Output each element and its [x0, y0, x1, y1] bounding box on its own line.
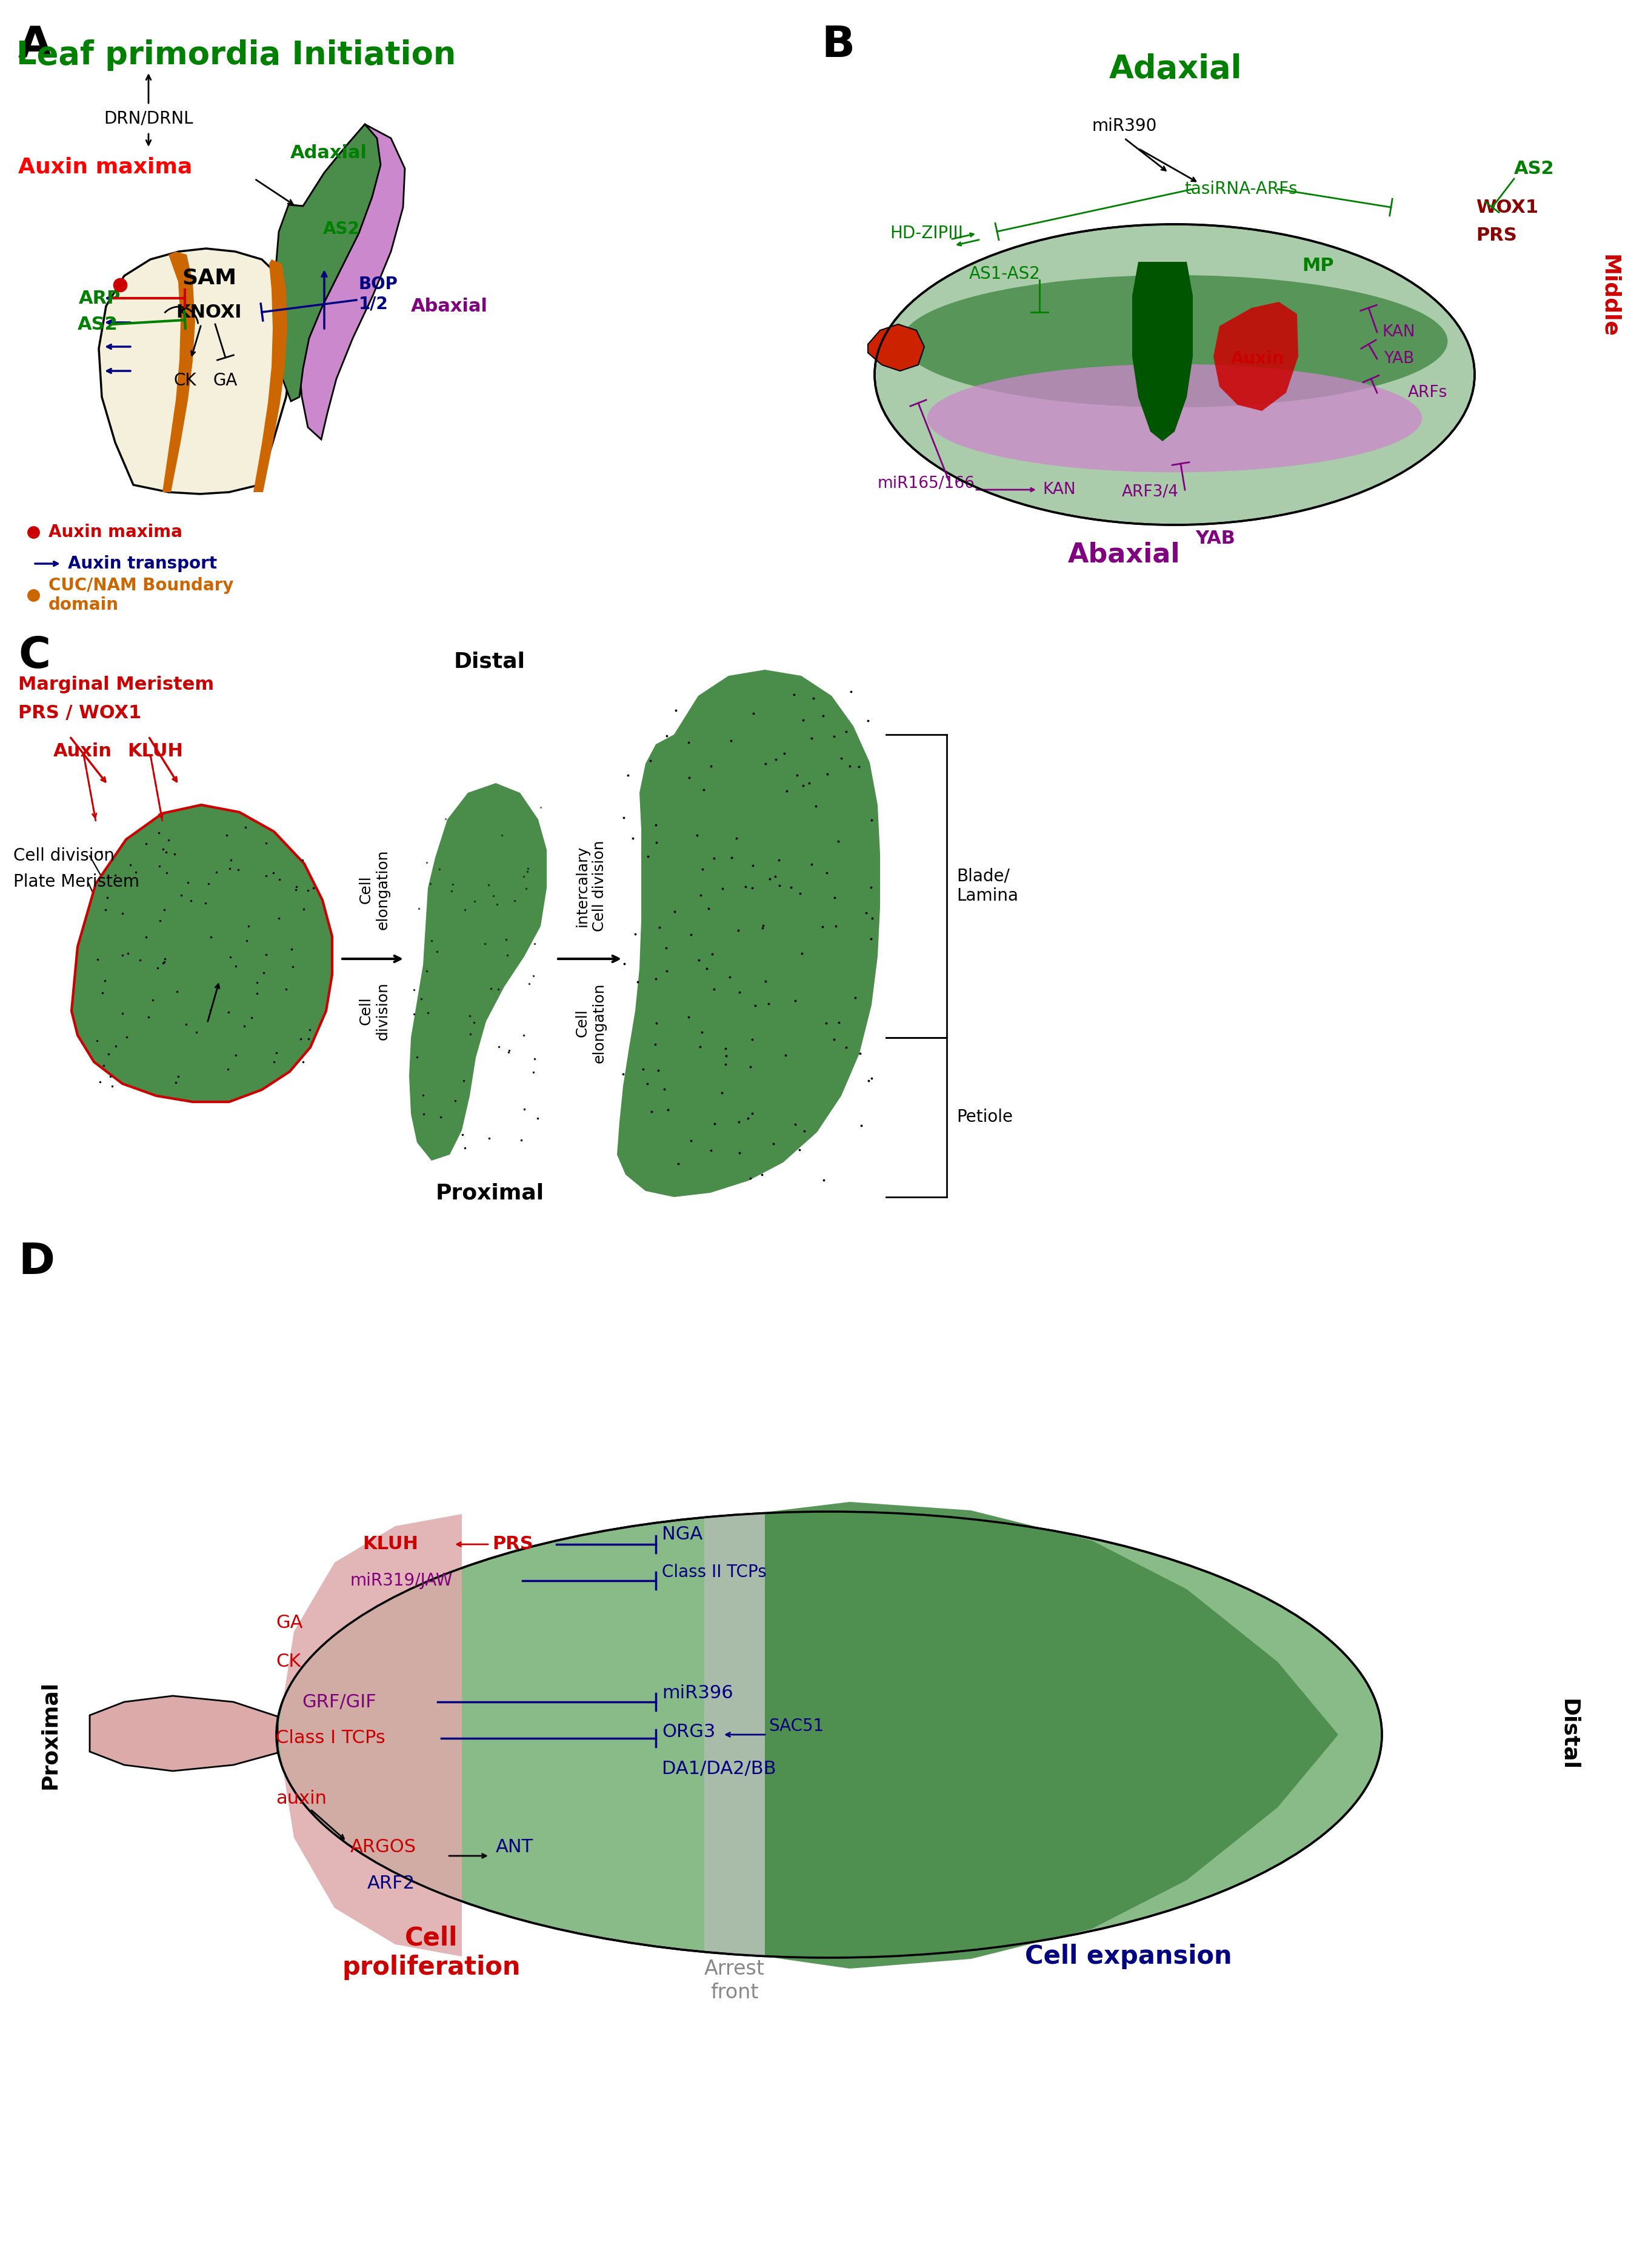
- Text: miR319/JAW: miR319/JAW: [351, 1572, 453, 1590]
- Text: Class II TCPs: Class II TCPs: [662, 1563, 767, 1581]
- Polygon shape: [617, 669, 881, 1198]
- Text: ORG3: ORG3: [662, 1724, 716, 1742]
- Text: CK: CK: [173, 372, 196, 390]
- Text: KAN: KAN: [1383, 324, 1416, 340]
- Text: Auxin maxima: Auxin maxima: [18, 156, 192, 177]
- Text: Auxin maxima: Auxin maxima: [49, 524, 183, 540]
- Polygon shape: [409, 782, 546, 1161]
- Text: CK: CK: [276, 1653, 300, 1672]
- Text: A: A: [18, 25, 52, 66]
- Text: PRS: PRS: [493, 1535, 533, 1554]
- Polygon shape: [277, 1515, 462, 1957]
- Text: SAM: SAM: [181, 268, 236, 288]
- Text: Cell
elongation: Cell elongation: [576, 982, 607, 1064]
- Text: B: B: [822, 25, 855, 66]
- Polygon shape: [90, 1696, 277, 1771]
- Text: NGA: NGA: [662, 1526, 703, 1545]
- Text: GRF/GIF: GRF/GIF: [302, 1694, 377, 1710]
- Text: KAN: KAN: [1042, 481, 1076, 497]
- Text: KNOXI: KNOXI: [176, 304, 241, 322]
- Text: miR396: miR396: [662, 1685, 734, 1703]
- Polygon shape: [99, 249, 292, 494]
- Text: Adaxial: Adaxial: [290, 143, 367, 161]
- Text: miR165/166: miR165/166: [877, 476, 975, 492]
- Text: YAB: YAB: [1196, 528, 1235, 547]
- Polygon shape: [705, 1513, 765, 1957]
- Polygon shape: [284, 125, 404, 440]
- Text: AS2: AS2: [78, 315, 117, 333]
- Text: ARF2: ARF2: [367, 1876, 414, 1892]
- Text: D: D: [18, 1241, 54, 1284]
- Text: CUC/NAM Boundary
domain: CUC/NAM Boundary domain: [49, 576, 233, 612]
- Text: AS2: AS2: [1514, 159, 1554, 177]
- Text: DRN/DRNL: DRN/DRNL: [104, 109, 192, 127]
- Text: Cell
elongation: Cell elongation: [359, 850, 390, 930]
- Text: BOP
1/2: BOP 1/2: [359, 277, 398, 313]
- Polygon shape: [72, 805, 333, 1102]
- Text: Auxin transport: Auxin transport: [69, 556, 217, 572]
- Text: Class I TCPs: Class I TCPs: [276, 1730, 385, 1746]
- Text: intercalary
Cell division: intercalary Cell division: [576, 841, 607, 932]
- Text: Marginal Meristem: Marginal Meristem: [18, 676, 214, 694]
- Text: HD-ZIPIII: HD-ZIPIII: [891, 225, 962, 243]
- Text: Adaxial: Adaxial: [1109, 54, 1243, 84]
- Polygon shape: [1132, 261, 1192, 442]
- Text: C: C: [18, 635, 51, 678]
- Text: SAC51: SAC51: [768, 1717, 824, 1735]
- Text: Cell division: Cell division: [13, 848, 114, 864]
- Text: Auxin: Auxin: [54, 742, 113, 760]
- Text: WOX1: WOX1: [1476, 200, 1538, 215]
- Text: Cell expansion: Cell expansion: [1024, 1944, 1231, 1969]
- Text: PRS / WOX1: PRS / WOX1: [18, 705, 142, 721]
- Text: AS1-AS2: AS1-AS2: [969, 265, 1041, 284]
- Ellipse shape: [276, 1510, 1381, 1957]
- Text: ARFs: ARFs: [1408, 386, 1447, 401]
- Text: ANT: ANT: [496, 1839, 533, 1855]
- Text: Petiole: Petiole: [956, 1109, 1013, 1125]
- Text: PRS: PRS: [1476, 227, 1517, 245]
- Polygon shape: [163, 252, 196, 492]
- Text: auxin: auxin: [276, 1789, 326, 1808]
- Text: Distal: Distal: [1558, 1699, 1579, 1771]
- Text: YAB: YAB: [1383, 352, 1414, 367]
- Text: Abaxial: Abaxial: [411, 297, 488, 315]
- Text: Proximal: Proximal: [435, 1182, 545, 1202]
- Text: tasiRNA-ARFs: tasiRNA-ARFs: [1184, 181, 1298, 197]
- Text: GA: GA: [276, 1615, 303, 1633]
- Text: DA1/DA2/BB: DA1/DA2/BB: [662, 1760, 776, 1778]
- Text: Blade/
Lamina: Blade/ Lamina: [956, 869, 1018, 905]
- Polygon shape: [276, 125, 380, 401]
- Text: Proximal: Proximal: [39, 1681, 60, 1789]
- Text: ARGOS: ARGOS: [351, 1839, 416, 1855]
- Text: KLUH: KLUH: [362, 1535, 418, 1554]
- Text: miR390: miR390: [1091, 118, 1156, 134]
- Text: KLUH: KLUH: [127, 742, 183, 760]
- Text: Auxin: Auxin: [1231, 349, 1285, 367]
- Polygon shape: [253, 259, 287, 492]
- Text: Cell
proliferation: Cell proliferation: [343, 1926, 520, 1980]
- Text: GA: GA: [214, 372, 238, 390]
- Text: ARF3/4: ARF3/4: [1122, 485, 1179, 499]
- Text: Middle: Middle: [1598, 254, 1620, 338]
- Polygon shape: [868, 324, 925, 372]
- Text: Distal: Distal: [453, 651, 525, 671]
- Ellipse shape: [926, 365, 1422, 472]
- Text: MP: MP: [1302, 256, 1334, 274]
- Text: ARP: ARP: [78, 290, 121, 306]
- Text: Leaf primordia Initiation: Leaf primordia Initiation: [16, 39, 457, 70]
- Ellipse shape: [902, 274, 1448, 408]
- Text: Abaxial: Abaxial: [1068, 542, 1181, 567]
- Polygon shape: [99, 252, 179, 492]
- Text: Plate Meristem: Plate Meristem: [13, 873, 139, 891]
- Text: Arrest
front: Arrest front: [705, 1960, 765, 2003]
- Ellipse shape: [874, 225, 1474, 524]
- Text: AS2: AS2: [323, 220, 360, 238]
- Polygon shape: [1213, 302, 1298, 411]
- Polygon shape: [765, 1501, 1339, 1969]
- Text: Cell
division: Cell division: [359, 982, 390, 1041]
